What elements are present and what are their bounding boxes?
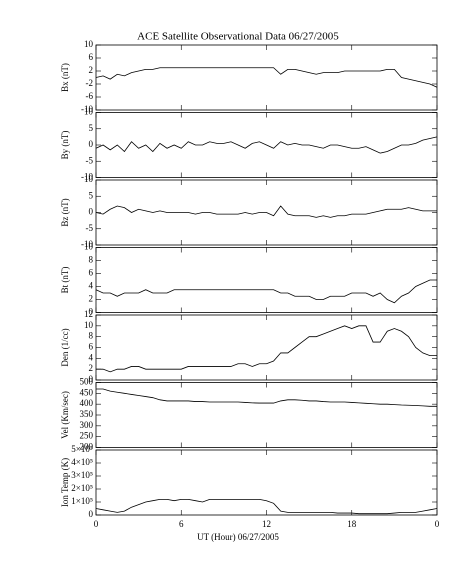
y-tick-label: 6	[89, 52, 94, 62]
y-tick-label: 250	[80, 431, 94, 441]
y-axis-label: Bz (nT)	[60, 198, 70, 226]
y-tick-label: 0	[89, 207, 94, 217]
y-tick-label: 2	[89, 65, 94, 75]
y-tick-label: 8	[89, 331, 94, 341]
data-line	[95, 499, 438, 515]
y-axis-label: Bt (nT)	[60, 267, 70, 294]
y-tick-label: 8	[89, 255, 94, 265]
y-tick-label: -5	[86, 155, 94, 165]
y-tick-label: 350	[80, 409, 94, 419]
y-tick-label: 300	[80, 420, 94, 430]
y-tick-label: 2	[89, 294, 94, 304]
data-line	[95, 205, 437, 218]
data-line	[95, 67, 438, 88]
panel-frame	[95, 247, 438, 313]
y-tick-label: 4	[89, 352, 94, 362]
y-tick-label: 2	[89, 363, 94, 373]
y-tick-label: 0	[89, 374, 94, 384]
y-tick-label: 0	[89, 139, 94, 149]
y-tick-label: 10	[84, 174, 94, 184]
y-tick-label: 500	[80, 377, 94, 387]
y-tick-label: 6	[89, 268, 94, 278]
x-tick-label: 18	[347, 519, 357, 529]
panel-frame	[95, 314, 438, 381]
y-tick-label: 12	[84, 309, 93, 319]
y-tick-label: 400	[80, 398, 94, 408]
y-tick-label: 0	[89, 509, 94, 519]
y-tick-label: 2×10⁵	[71, 483, 93, 493]
y-tick-label: -2	[86, 78, 94, 88]
y-tick-label: 4×10⁵	[71, 457, 93, 467]
y-tick-label: 5	[89, 190, 94, 200]
y-axis-label: Den (1/cc)	[60, 328, 70, 366]
y-tick-label: 0	[89, 307, 94, 317]
x-tick-label: 12	[262, 519, 271, 529]
y-tick-label: 450	[80, 387, 94, 397]
data-line	[95, 136, 438, 154]
y-tick-label: -10	[81, 172, 93, 182]
chart-title: ACE Satellite Observational Data 06/27/2…	[137, 31, 339, 43]
y-tick-label: 3×10⁵	[71, 470, 93, 480]
y-tick-label: 10	[84, 320, 94, 330]
panel-frame	[95, 449, 438, 516]
y-tick-label: 5×10⁵	[71, 444, 93, 454]
x-axis-label: UT (Hour) 06/27/2005	[197, 532, 279, 542]
y-tick-label: -10	[81, 104, 93, 114]
y-axis-label: Bx (nT)	[60, 63, 70, 92]
x-tick-label: 0	[94, 519, 99, 529]
y-tick-label: 10	[84, 242, 94, 252]
panel-frame	[95, 382, 438, 448]
x-tick-label: 6	[179, 519, 184, 529]
y-tick-label: -5	[86, 223, 94, 233]
data-line	[96, 388, 437, 407]
y-tick-label: -6	[86, 91, 94, 101]
y-tick-label: 10	[84, 39, 94, 49]
y-tick-label: 6	[89, 342, 94, 352]
y-tick-label: 4	[89, 281, 94, 291]
panel-frame	[95, 44, 438, 111]
y-axis-label: Ion Temp (K)	[60, 458, 70, 507]
y-tick-label: 5	[89, 123, 94, 133]
y-tick-label: 200	[80, 442, 94, 452]
y-tick-label: -10	[81, 239, 93, 249]
x-tick-label: 0	[435, 519, 440, 529]
y-tick-label: 10	[84, 107, 94, 117]
data-line	[96, 325, 437, 373]
y-axis-label: By (nT)	[60, 131, 70, 160]
y-axis-label: Vel (Km/sec)	[60, 391, 70, 439]
data-line	[95, 279, 437, 304]
y-tick-label: 1×10⁵	[71, 496, 93, 506]
